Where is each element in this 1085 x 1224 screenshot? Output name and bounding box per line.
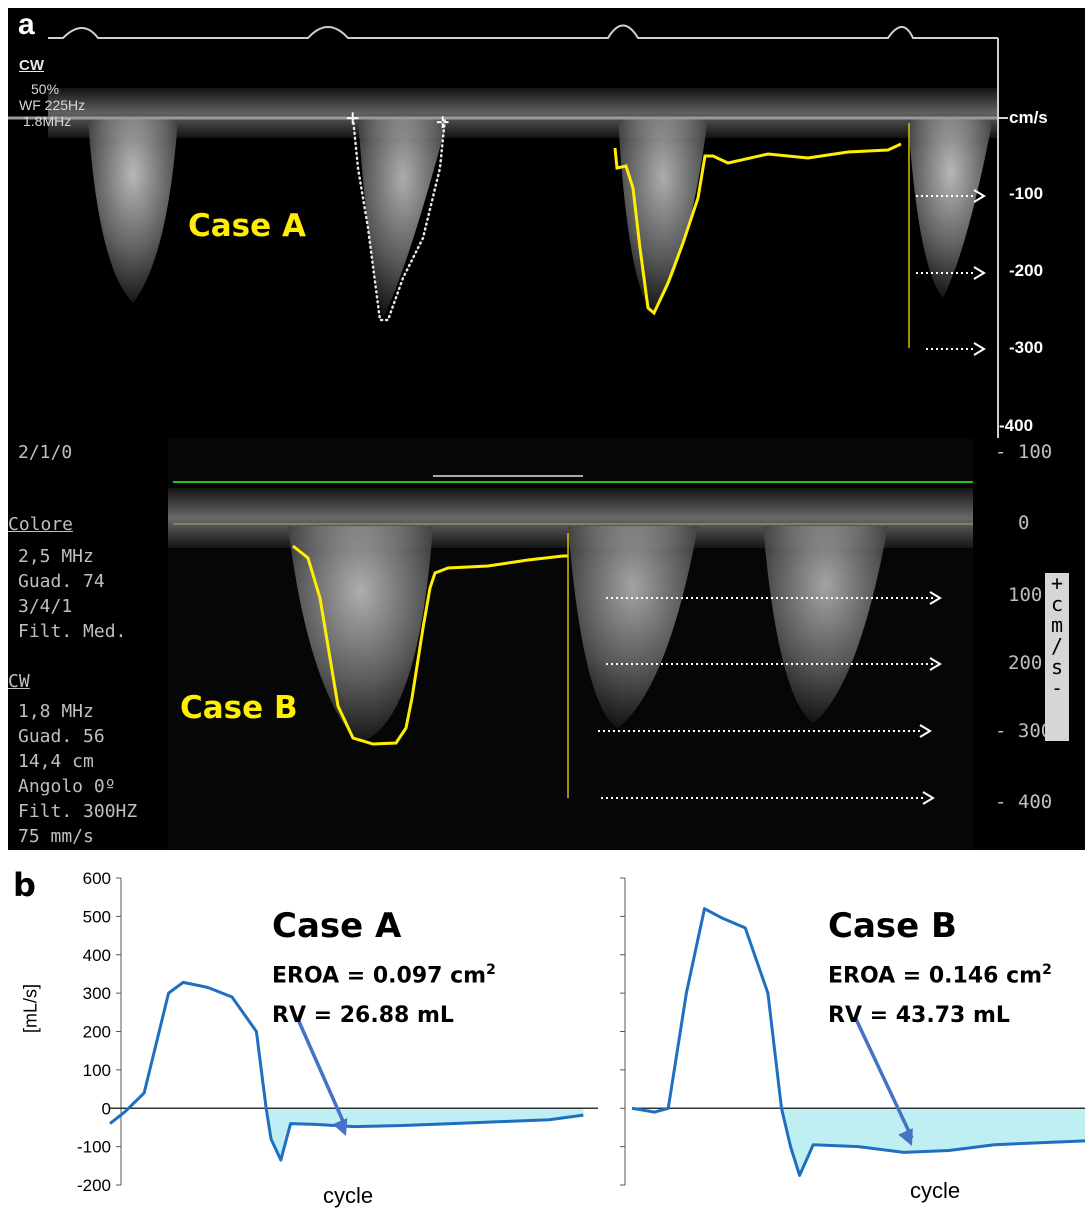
setting-line: Guad. 74 [18,571,105,592]
spectrum-envelope [908,118,993,298]
svg-text:✛: ✛ [436,115,449,132]
y-tick-label: 200 [83,1023,111,1042]
scale-tick: 100 [1008,584,1043,606]
scale-tick: -200 [1009,261,1044,280]
flow-chart-panel: 600 500 400 300 200 100 0 -100 -200 b [mL/s] Cas… [0,850,1085,1219]
arrow-dotted [922,791,935,805]
arrow-dotted [919,724,932,738]
y-tick-label: 400 [83,946,111,965]
setting-line: 1.8MHz [23,113,72,129]
annotation-arrowhead [332,1118,348,1136]
setting-line: Guad. 56 [18,726,105,747]
case-b-title: Case B [828,906,957,946]
regurgitant-volume-area [266,1108,584,1161]
y-axis-label: [mL/s] [20,984,41,1034]
baseline-band [48,88,998,138]
case-b-rv: RV = 43.73 mL [828,1003,1010,1028]
case-a-label: Case A [188,208,306,244]
dotted-velocity-trace [351,116,447,322]
doppler-panel-case-a: ✛ ✛ a cm/s -100 -200 -300 -400 CW 50% WF… [8,8,1085,446]
regurgitant-volume-area [781,1108,1085,1176]
panel-letter: a [18,8,35,41]
scale-tick: 200 [1008,652,1043,674]
panel-letter: b [13,866,36,904]
yellow-velocity-trace [292,544,568,746]
scale-tick: -400 [999,416,1034,435]
scale-tick: -100 [1009,184,1044,203]
arrow-dotted [929,591,942,605]
case-b-eroa: EROA = 0.146 cm2 [828,962,1052,989]
svg-text:✛: ✛ [346,111,359,128]
setting-line: 50% [31,81,60,97]
case-a-eroa: EROA = 0.097 cm2 [272,962,496,989]
color-settings: 2,5 MHz Guad. 74 3/4/1 Filt. Med. [18,544,126,644]
annotation-arrowhead [898,1128,913,1146]
y-tick-label: 0 [102,1099,111,1118]
setting-line: Angolo 0º [18,776,116,797]
flow-rate-curve [631,907,1085,1177]
scale-tick: - 300 [995,720,1053,742]
case-a-title: Case A [272,906,402,946]
setting-line: 14,4 cm [18,751,94,772]
spectrum-envelope [568,526,698,728]
y-tick-label: 500 [83,907,111,926]
annotation-arrow [853,1016,914,1139]
y-tick-label: 100 [83,1061,111,1080]
case-b-xlabel: cycle [910,1178,961,1203]
spectrum-envelope [288,526,433,743]
spectrum-envelope [358,118,448,318]
case-b-label: Case B [180,690,298,726]
top-code: 2/1/0 [18,442,73,463]
doppler-spectrum-case-a: ✛ ✛ [8,24,1008,438]
yellow-velocity-trace [613,142,902,316]
scale-tick: 0 [1018,512,1030,534]
flow-rate-curve [109,980,584,1162]
scale-tick: - 100 [995,441,1053,463]
spectrum-envelope [763,526,888,723]
mode-label: CW [19,57,44,74]
setting-line: 75 mm/s [18,826,94,847]
velocity-unit-vertical: + c m / s - [1045,573,1069,741]
y-tick-label: -200 [77,1176,111,1195]
color-header: Colore [8,514,74,535]
setting-line: 2,5 MHz [18,546,94,567]
scale-tick: - 400 [995,791,1053,813]
y-tick-label: 300 [83,984,111,1003]
setting-line: Filt. 300HZ [18,801,138,822]
setting-line: Filt. Med. [18,621,127,642]
setting-line: 1,8 MHz [18,701,94,722]
ecg-trace [48,24,998,39]
spectrum-envelope [618,118,708,313]
case-a-rv: RV = 26.88 mL [272,1003,454,1028]
cw-header: CW [8,671,30,692]
y-tick-label: 600 [83,869,111,888]
annotation-arrow [295,1016,348,1129]
spectrum-envelope [88,118,178,303]
flow-charts: 600 500 400 300 200 100 0 -100 -200 [77,869,1085,1195]
doppler-spectrum-case-b [168,438,973,850]
scale-tick: -300 [1009,338,1044,357]
setting-line: WF 225Hz [19,97,86,113]
doppler-panel-case-b: 2/1/0 Colore 2,5 MHz Guad. 74 3/4/1 Filt… [8,438,1085,850]
y-tick-label: -100 [77,1138,111,1157]
case-a-xlabel: cycle [323,1183,374,1208]
velocity-unit: cm/s [1009,108,1048,127]
arrow-dotted [929,657,942,671]
setting-line: 3/4/1 [18,596,73,617]
cw-settings: 1,8 MHz Guad. 56 14,4 cm Angolo 0º Filt.… [18,699,137,849]
